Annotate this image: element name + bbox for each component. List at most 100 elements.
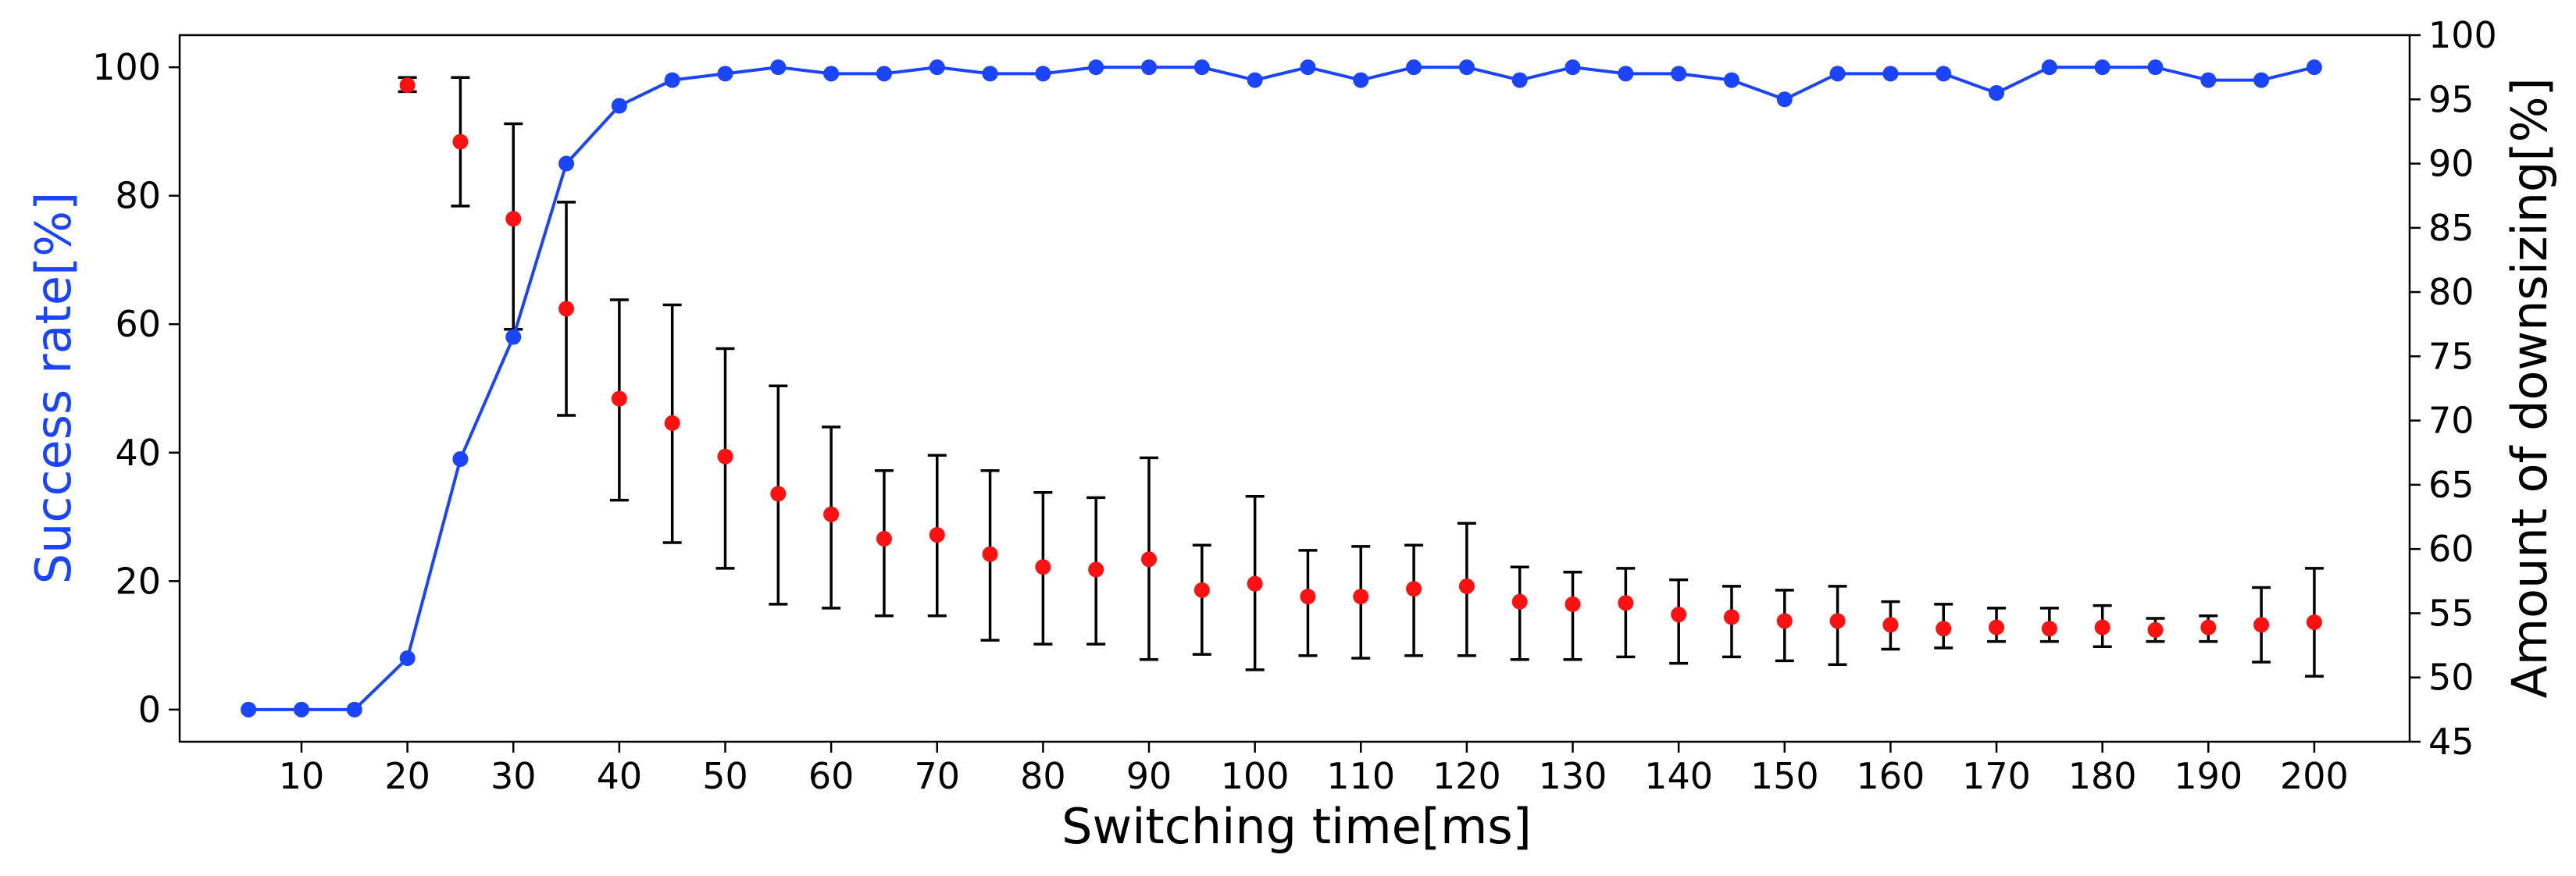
x-axis-title: Switching time[ms] bbox=[1061, 798, 1532, 855]
success-rate-point bbox=[452, 451, 469, 467]
downsizing-point bbox=[1511, 593, 1528, 610]
downsizing-point bbox=[717, 448, 733, 465]
downsizing-point bbox=[611, 390, 627, 407]
success-rate-point bbox=[2041, 59, 2057, 76]
right-y-tick-label: 75 bbox=[2428, 335, 2474, 377]
x-tick-label: 70 bbox=[914, 755, 960, 797]
success-rate-point bbox=[2094, 59, 2110, 76]
x-tick-label: 160 bbox=[1857, 755, 1925, 797]
right-y-axis: 45 50 55 60 65 70 75 80 85 90 95 100 bbox=[2410, 14, 2497, 763]
plot-frame bbox=[178, 34, 2411, 743]
downsizing-point bbox=[1671, 607, 1687, 623]
right-y-tick-label: 50 bbox=[2428, 657, 2474, 699]
success-rate-point bbox=[1458, 59, 1475, 76]
downsizing-point bbox=[1723, 609, 1739, 625]
x-tick-label: 140 bbox=[1644, 755, 1713, 797]
downsizing-point bbox=[558, 301, 575, 317]
errorbar bbox=[1510, 565, 1529, 661]
downsizing-point bbox=[2041, 621, 2057, 637]
success-rate-point bbox=[505, 329, 522, 345]
downsizing-point bbox=[1565, 596, 1581, 612]
success-rate-point bbox=[1406, 59, 1422, 76]
success-rate-point bbox=[982, 66, 998, 82]
downsizing-point bbox=[1353, 589, 1369, 605]
success-rate-point bbox=[1776, 91, 1793, 108]
downsizing-point bbox=[1088, 561, 1104, 578]
x-tick-label: 100 bbox=[1221, 755, 1290, 797]
success-rate-point bbox=[1671, 66, 1687, 82]
right-y-tick-label: 55 bbox=[2428, 592, 2474, 634]
downsizing-point bbox=[1300, 589, 1316, 605]
x-tick-label: 180 bbox=[2068, 755, 2137, 797]
downsizing-point bbox=[2306, 614, 2322, 630]
errorbar bbox=[1404, 543, 1424, 657]
downsizing-point bbox=[1193, 582, 1210, 598]
errorbar bbox=[1192, 543, 1211, 656]
left-y-tick-label: 0 bbox=[138, 689, 161, 731]
success-rate-point bbox=[1088, 59, 1104, 76]
success-rate-point bbox=[1353, 72, 1369, 88]
x-tick-label: 60 bbox=[808, 755, 855, 797]
downsizing-point bbox=[399, 77, 416, 94]
success-rate-line bbox=[248, 66, 2315, 711]
success-rate-point bbox=[2200, 72, 2217, 88]
downsizing-point bbox=[1829, 613, 1846, 629]
downsizing-point bbox=[1406, 581, 1422, 597]
success-rate-point bbox=[664, 72, 680, 88]
success-rate-point bbox=[1193, 59, 1210, 76]
downsizing-point bbox=[452, 134, 469, 150]
success-rate-point bbox=[770, 59, 787, 76]
downsizing-point bbox=[1035, 559, 1051, 575]
downsizing-point bbox=[1882, 617, 1899, 633]
success-rate-point bbox=[241, 701, 257, 718]
success-rate-point bbox=[2147, 59, 2164, 76]
success-rate-point bbox=[611, 98, 627, 114]
downsizing-point bbox=[982, 546, 998, 562]
x-axis: 10 20 30 40 50 60 70 80 90 100 110 120 130 140 150 160 1… bbox=[279, 742, 2349, 797]
success-rate-point bbox=[399, 650, 416, 667]
x-tick-label: 190 bbox=[2174, 755, 2242, 797]
downsizing-point bbox=[1989, 619, 2005, 636]
right-y-tick-label: 70 bbox=[2428, 400, 2474, 442]
x-tick-label: 110 bbox=[1326, 755, 1395, 797]
right-y-tick-label: 60 bbox=[2428, 528, 2474, 570]
left-y-tick-label: 40 bbox=[115, 432, 161, 474]
right-y-tick-label: 80 bbox=[2428, 271, 2474, 313]
success-rate-series bbox=[241, 59, 2322, 718]
downsizing-point bbox=[664, 415, 680, 431]
x-tick-label: 40 bbox=[597, 755, 643, 797]
success-rate-point bbox=[1936, 66, 1952, 82]
downsizing-point bbox=[1936, 621, 1952, 637]
downsizing-series bbox=[399, 77, 2322, 638]
x-tick-label: 80 bbox=[1020, 755, 1066, 797]
success-rate-point bbox=[1989, 85, 2005, 101]
success-rate-point bbox=[717, 66, 733, 82]
x-tick-label: 30 bbox=[491, 755, 537, 797]
errorbar bbox=[1563, 571, 1582, 661]
x-tick-label: 90 bbox=[1126, 755, 1172, 797]
errorbar bbox=[1616, 567, 1636, 659]
downsizing-point bbox=[1776, 613, 1793, 629]
success-rate-point bbox=[1247, 72, 1263, 88]
x-tick-label: 200 bbox=[2280, 755, 2349, 797]
success-rate-point bbox=[2253, 72, 2270, 88]
success-rate-point bbox=[1882, 66, 1899, 82]
success-rate-point bbox=[1141, 59, 1158, 76]
right-y-tick-label: 90 bbox=[2428, 143, 2474, 185]
left-y-tick-label: 20 bbox=[115, 560, 161, 602]
success-rate-point bbox=[346, 701, 362, 718]
downsizing-point bbox=[2253, 617, 2270, 633]
downsizing-point bbox=[2147, 621, 2164, 638]
right-y-tick-label: 45 bbox=[2428, 721, 2474, 763]
x-tick-label: 120 bbox=[1432, 755, 1501, 797]
right-y-tick-label: 85 bbox=[2428, 207, 2474, 249]
x-tick-label: 20 bbox=[384, 755, 430, 797]
x-tick-label: 10 bbox=[279, 755, 325, 797]
success-rate-point bbox=[1035, 66, 1051, 82]
x-tick-label: 130 bbox=[1539, 755, 1607, 797]
left-y-tick-label: 80 bbox=[115, 175, 161, 217]
left-y-axis: 0 20 40 60 80 100 bbox=[92, 46, 180, 731]
downsizing-point bbox=[823, 506, 840, 522]
downsizing-point bbox=[1247, 575, 1263, 592]
